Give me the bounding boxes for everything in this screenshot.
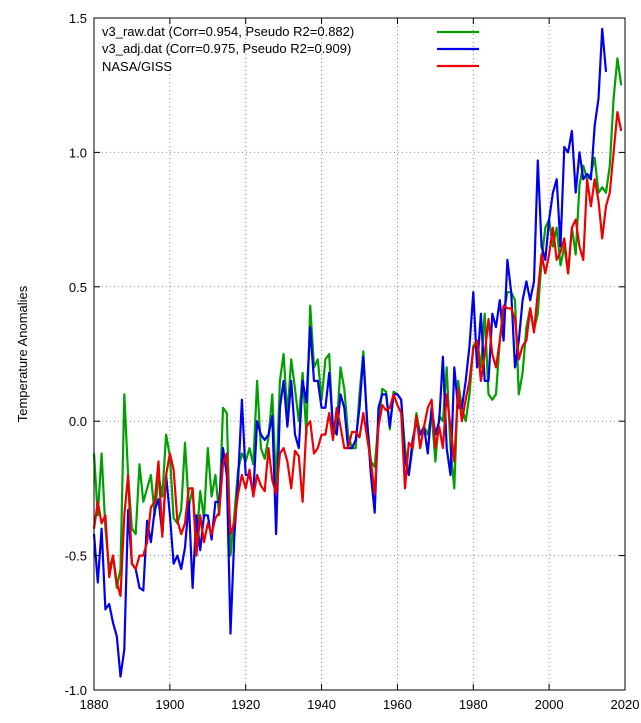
x-tick-label: 1960 [383, 697, 412, 712]
y-tick-label: -1.0 [65, 683, 87, 698]
x-tick-label: 1940 [307, 697, 336, 712]
plot-frame [93, 17, 626, 691]
y-tick-label: 0.0 [69, 414, 87, 429]
grid-lines [94, 18, 625, 690]
series-lines [92, 27, 623, 678]
x-tick-label: 1900 [155, 697, 184, 712]
y-tick-label: 1.0 [69, 145, 87, 160]
x-tick-label: 2000 [535, 697, 564, 712]
x-tick-label: 2020 [611, 697, 640, 712]
legend: v3_raw.dat (Corr=0.954, Pseudo R2=0.882)… [102, 24, 479, 74]
legend-label-giss: NASA/GISS [102, 59, 172, 74]
x-axis-ticks: 1880 1900 1920 1940 1960 1980 2000 2020 [80, 18, 640, 712]
x-tick-label: 1920 [231, 697, 260, 712]
legend-label-adj: v3_adj.dat (Corr=0.975, Pseudo R2=0.909) [102, 41, 351, 56]
x-tick-label: 1980 [459, 697, 488, 712]
x-tick-label: 1880 [80, 697, 109, 712]
y-axis-label: Temperature Anomalies [15, 285, 30, 422]
series-line-adj [92, 27, 608, 678]
y-tick-label: 1.5 [69, 11, 87, 26]
y-tick-label: -0.5 [65, 549, 87, 564]
y-axis-ticks: -1.0 -0.5 0.0 0.5 1.0 1.5 [65, 11, 625, 698]
legend-label-raw: v3_raw.dat (Corr=0.954, Pseudo R2=0.882) [102, 24, 354, 39]
series-line-raw [92, 57, 623, 590]
y-tick-label: 0.5 [69, 280, 87, 295]
series-line-giss [92, 110, 623, 598]
